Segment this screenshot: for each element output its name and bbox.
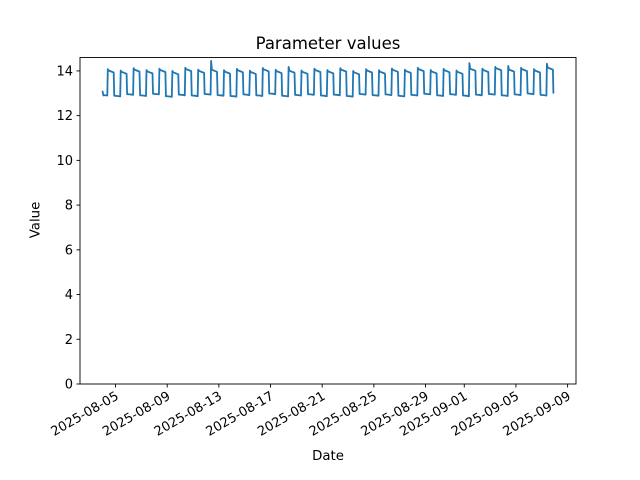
axes-frame: [79, 57, 577, 385]
y-axis: 0 2 4 6 8 10 12 14: [56, 65, 80, 393]
x-axis: 2025-08-052025-08-092025-08-132025-08-17…: [49, 384, 574, 440]
y-tick-label: 0: [65, 378, 73, 393]
y-tick-label: 8: [65, 199, 73, 214]
y-tick-label: 6: [65, 243, 73, 258]
y-tick-label: 2: [65, 333, 73, 348]
x-axis-label: Date: [312, 449, 344, 464]
y-tick-label: 12: [56, 109, 73, 124]
data-line: [101, 60, 555, 98]
y-tick-label: 10: [56, 154, 73, 169]
y-tick-label: 4: [65, 288, 73, 303]
y-tick-label: 14: [56, 65, 73, 80]
chart-title: Parameter values: [255, 34, 401, 53]
